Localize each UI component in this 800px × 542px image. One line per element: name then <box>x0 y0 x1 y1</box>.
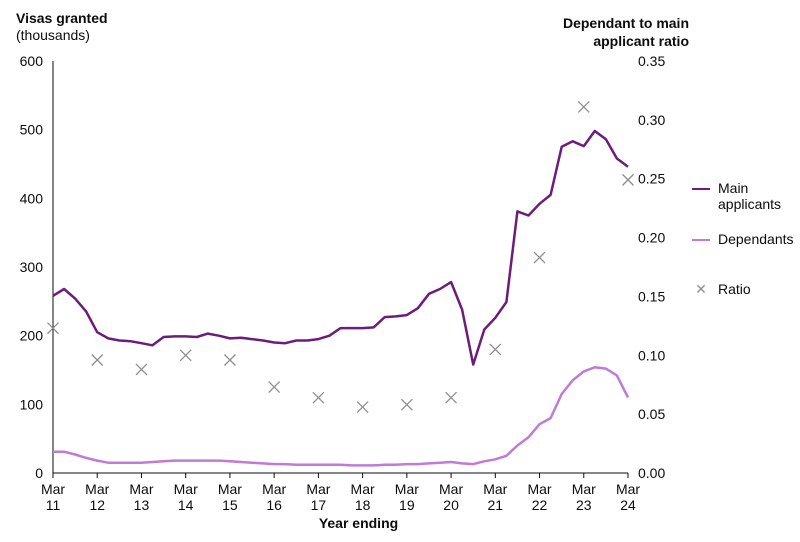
left-axis-title-unit: (thousands) <box>16 27 90 43</box>
y-right-tick-label: 0.30 <box>638 112 665 128</box>
y-right-tick-label: 0.25 <box>638 171 665 187</box>
x-tick-label: Mar 19 <box>395 481 419 513</box>
x-tick-label: Mar 22 <box>527 481 551 513</box>
ratio-point <box>577 100 590 113</box>
y-left-tick-label: 400 <box>20 190 44 206</box>
series-layer <box>52 129 630 467</box>
x-tick-label: Mar 12 <box>85 481 109 513</box>
x-tick-label: Mar 20 <box>439 481 463 513</box>
y-right-tick-label: 0.15 <box>638 288 665 304</box>
left-axis-title-main: Visas granted <box>16 10 108 26</box>
left-axis-title: Visas granted (thousands) <box>16 10 108 44</box>
x-tick-label: Mar 16 <box>262 481 286 513</box>
x-tick-label: Mar 14 <box>174 481 198 513</box>
legend-label-ratio: Ratio <box>718 281 751 297</box>
y-left-tick-label: 100 <box>20 396 44 412</box>
ratio-point <box>622 173 634 186</box>
series-line-main-applicants <box>52 129 629 366</box>
x-tick-label: Mar 18 <box>351 481 375 513</box>
x-tick-label: Mar 17 <box>306 481 330 513</box>
legend-item-dependants: Dependants <box>692 231 796 247</box>
x-tick-label: Mar 24 <box>616 481 640 513</box>
ratio-point <box>445 391 458 404</box>
ratio-point <box>91 354 104 366</box>
y-right-tick-label: 0.35 <box>638 53 665 69</box>
ratio-point <box>356 401 369 414</box>
right-axis-ticks: 0.00 0.05 0.10 0.15 0.20 0.25 0.30 0.35 <box>638 53 665 481</box>
x-tick-label: Mar 13 <box>129 481 153 513</box>
left-axis-ticks: 0 100 200 300 400 500 600 <box>20 53 44 481</box>
ratio-point <box>135 363 148 376</box>
ratio-point <box>223 354 236 366</box>
cross-icon: ✕ <box>695 281 707 297</box>
series-line-dependants <box>53 366 630 467</box>
ratio-markers <box>47 100 634 414</box>
ratio-point <box>268 381 281 394</box>
ratio-point <box>489 343 502 356</box>
ratio-point <box>400 398 413 411</box>
x-tick-label: Mar 23 <box>572 481 596 513</box>
legend-label-dependants: Dependants <box>718 231 794 247</box>
y-right-tick-label: 0.00 <box>638 465 665 481</box>
legend-item-main: Main applicants <box>692 180 796 212</box>
y-left-tick-label: 600 <box>20 53 44 69</box>
y-left-tick-label: 0 <box>35 465 43 481</box>
ratio-point <box>47 322 59 335</box>
x-tick-label: Mar 11 <box>41 481 65 513</box>
right-axis-title: Dependant to main applicant ratio <box>562 15 689 49</box>
y-left-tick-label: 200 <box>20 328 44 344</box>
y-left-tick-label: 500 <box>20 122 44 138</box>
ratio-point <box>179 349 192 362</box>
ratio-point <box>312 391 325 404</box>
y-left-tick-label: 300 <box>20 259 44 275</box>
legend-swatch-main <box>692 188 710 190</box>
legend-label-main: Main applicants <box>718 180 782 212</box>
x-tick-label: Mar 21 <box>483 481 507 513</box>
y-right-tick-label: 0.20 <box>638 230 665 246</box>
y-right-tick-label: 0.05 <box>638 406 665 422</box>
x-tick-label: Mar 15 <box>218 481 242 513</box>
ratio-point <box>533 251 546 264</box>
x-axis-title: Year ending <box>319 515 398 531</box>
legend-item-ratio: ✕ Ratio <box>692 281 796 298</box>
legend-swatch-dependants <box>692 239 710 241</box>
x-axis-ticks: Mar 11 Mar 12 Mar 13 Mar 14 Mar 15 Mar 16 Mar 17 Mar 18… <box>41 473 640 513</box>
y-right-tick-label: 0.10 <box>638 347 665 363</box>
